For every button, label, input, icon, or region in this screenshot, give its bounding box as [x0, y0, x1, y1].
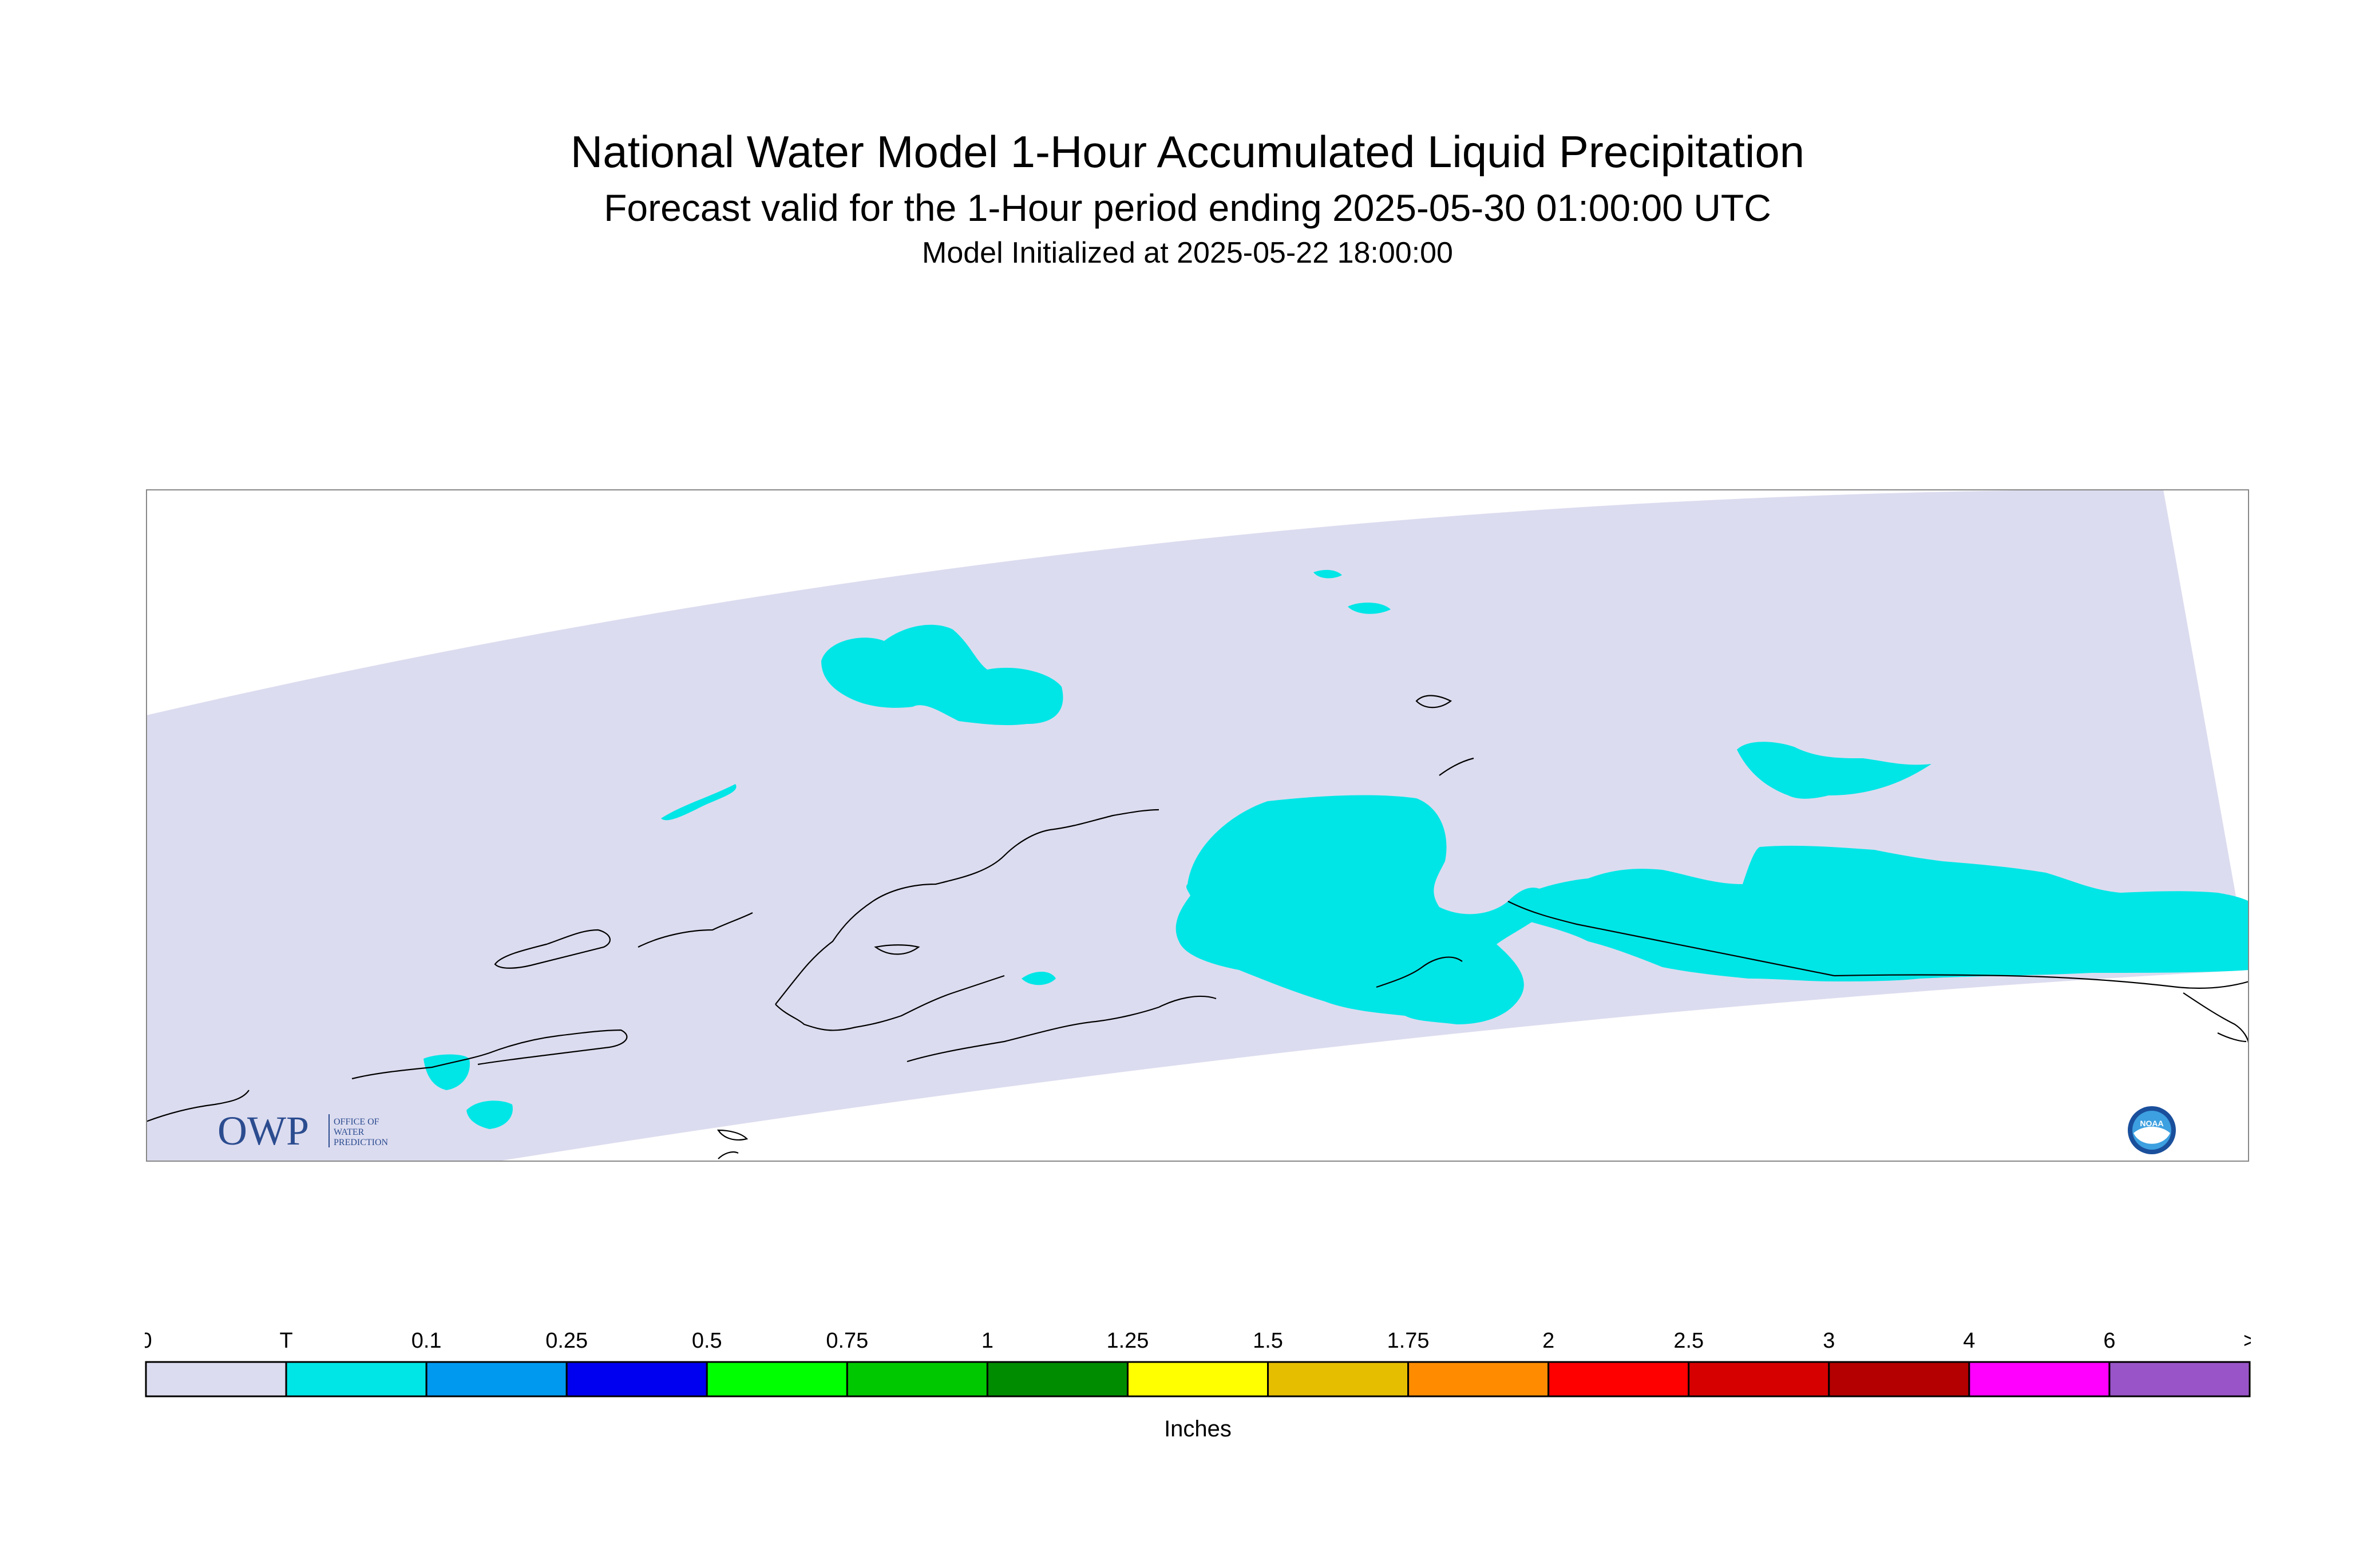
- colorbar-swatch: [145, 1361, 287, 1397]
- colorbar-swatch: [565, 1361, 708, 1397]
- precipitation-map: OWP OFFICE OF WATER PREDICTION NOAA: [146, 489, 2249, 1162]
- colorbar-tick-label: 1.75: [1387, 1329, 1430, 1353]
- colorbar-swatch: [1828, 1361, 1970, 1397]
- colorbar-tick-label: 6: [2103, 1329, 2115, 1353]
- model-init-time: Model Initialized at 2025-05-22 18:00:00: [922, 236, 1453, 270]
- map-title: National Water Model 1-Hour Accumulated …: [570, 126, 1805, 177]
- colorbar-tick-label: >: [2243, 1329, 2251, 1353]
- colorbar-tick-label: 4: [1963, 1329, 1975, 1353]
- colorbar-unit-label: Inches: [1164, 1416, 1232, 1442]
- colorbar-tick-label: 3: [1823, 1329, 1835, 1353]
- precip-area-southwest-1: [423, 1054, 470, 1090]
- colorbar-tick-label: 1: [981, 1329, 993, 1353]
- precip-area-islet-1: [1313, 569, 1342, 579]
- colorbar-tick-label: T: [279, 1329, 292, 1353]
- colorbar-swatch: [1688, 1361, 1830, 1397]
- noaa-logo: NOAA: [2128, 1106, 2176, 1154]
- map-subtitle: Forecast valid for the 1-Hour period end…: [604, 187, 1771, 229]
- colorbar-tick-label: 0.5: [692, 1329, 722, 1353]
- colorbar-tick-label: 0.25: [545, 1329, 588, 1353]
- map-frame: [146, 489, 2249, 1162]
- owp-logo-line-3: PREDICTION: [334, 1138, 389, 1147]
- colorbar-swatch: [986, 1361, 1129, 1397]
- colorbar-tick-label: 1.5: [1253, 1329, 1283, 1353]
- colorbar-swatches: [145, 1361, 2251, 1397]
- precip-colorbar: 0 T 0.1 0.25 0.5 0.75 1 1.25 1.5 1.75 2 2.5 3 4 6 > Inc…: [145, 1329, 2251, 1442]
- precip-area-northeast: [1737, 742, 1931, 799]
- colorbar-tick-label: 2.5: [1673, 1329, 1704, 1353]
- colorbar-tick-labels: 0 T 0.1 0.25 0.5 0.75 1 1.25 1.5 1.75 2 2.5 3 4 6 >: [145, 1329, 2251, 1353]
- colorbar-swatch: [1407, 1361, 1550, 1397]
- coastlines: [146, 695, 2249, 1159]
- precip-area-central: [1175, 795, 1560, 1024]
- colorbar-swatch: [1126, 1361, 1269, 1397]
- model-domain: [146, 489, 2249, 1162]
- colorbar-swatch: [1968, 1361, 2111, 1397]
- colorbar-swatch: [1547, 1361, 1690, 1397]
- precip-area-south-islet: [1022, 971, 1056, 985]
- owp-logo-line-2: WATER: [334, 1127, 365, 1137]
- precip-area-small-west: [661, 784, 737, 821]
- colorbar-tick-label: 0.75: [826, 1329, 868, 1353]
- colorbar-tick-label: 0: [145, 1329, 152, 1353]
- colorbar-swatch: [2108, 1361, 2251, 1397]
- owp-logo-line-1: OFFICE OF: [334, 1117, 379, 1127]
- owp-logo: OWP OFFICE OF WATER PREDICTION: [217, 1108, 389, 1154]
- owp-logo-text: OWP: [217, 1108, 309, 1154]
- colorbar-tick-label: 2: [1542, 1329, 1554, 1353]
- noaa-logo-text: NOAA: [2140, 1119, 2163, 1128]
- colorbar-tick-label: 1.25: [1106, 1329, 1149, 1353]
- colorbar-swatch: [425, 1361, 568, 1397]
- colorbar-swatch: [285, 1361, 428, 1397]
- precip-area-north-sea: [821, 624, 1063, 726]
- colorbar-swatch: [846, 1361, 988, 1397]
- precip-area-islet-2: [1348, 603, 1391, 614]
- precip-area-southwest-2: [466, 1100, 513, 1129]
- colorbar-swatch: [1267, 1361, 1410, 1397]
- colorbar-swatch: [706, 1361, 848, 1397]
- colorbar-tick-label: 0.1: [411, 1329, 442, 1353]
